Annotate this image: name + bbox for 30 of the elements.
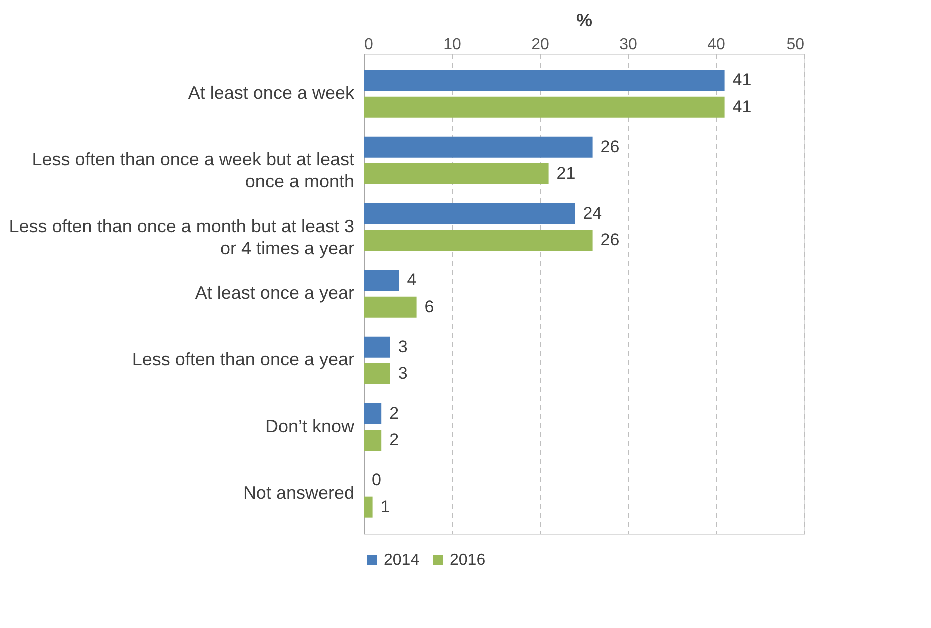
data-label: 2 [390,404,400,423]
y-tick-label: At least once a year [195,283,355,303]
x-tick-label: 0 [364,36,374,54]
data-label: 26 [600,137,620,156]
x-tick-label: 40 [708,36,726,54]
data-label: 4 [407,270,417,290]
data-label: 24 [583,204,602,223]
legend-label: 2016 [450,552,486,569]
y-tick-label: Less often than once a month but at least 3 or 4 times a year [9,216,354,258]
y-tick-label: Less often than once a year [132,350,354,370]
data-label: 3 [398,364,408,383]
x-tick-label: 20 [532,36,550,54]
x-tick-label: 50 [786,36,805,54]
data-label: 21 [556,164,576,183]
y-tick-label: Less often than once a week but at least once a month [32,150,354,192]
data-label: 2 [390,430,400,450]
y-tick-label: Not answered [243,483,354,503]
data-label: 41 [732,70,752,90]
data-label: 3 [398,337,408,356]
data-label: 41 [732,97,752,116]
legend-label: 2014 [384,552,420,569]
y-tick-label: Don’t know [265,416,356,436]
x-axis-title: % [576,10,593,30]
x-tick-label: 10 [444,36,462,54]
x-tick-label: 30 [620,36,638,54]
data-label: 1 [380,497,390,516]
y-tick-label: At least once a week [188,83,356,103]
data-label: 26 [600,230,620,250]
data-label: 0 [372,470,382,490]
data-label: 6 [424,297,434,316]
